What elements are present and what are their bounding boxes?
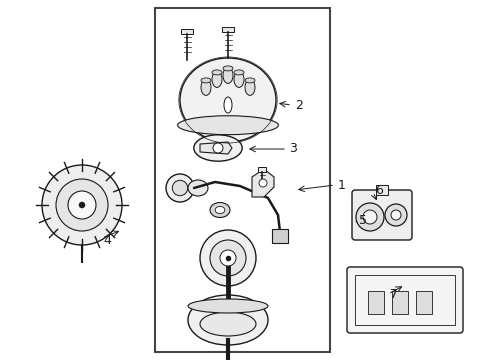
Ellipse shape — [201, 80, 211, 95]
Bar — [392, 291, 408, 314]
Circle shape — [363, 210, 377, 224]
FancyBboxPatch shape — [352, 190, 412, 240]
Ellipse shape — [200, 312, 256, 336]
Bar — [355, 275, 455, 325]
Ellipse shape — [194, 135, 242, 161]
Polygon shape — [252, 169, 274, 197]
Circle shape — [391, 210, 401, 220]
Bar — [416, 291, 432, 314]
Ellipse shape — [201, 78, 211, 83]
Circle shape — [220, 250, 236, 266]
Circle shape — [166, 174, 194, 202]
Circle shape — [213, 143, 223, 153]
Circle shape — [356, 203, 384, 231]
Bar — [258, 167, 266, 172]
Ellipse shape — [177, 116, 278, 135]
Text: 7: 7 — [390, 288, 398, 302]
Ellipse shape — [180, 58, 276, 142]
Circle shape — [259, 179, 267, 187]
Ellipse shape — [223, 66, 233, 71]
Bar — [155, 8, 330, 352]
Polygon shape — [200, 142, 232, 154]
Ellipse shape — [212, 70, 222, 75]
Ellipse shape — [234, 71, 244, 87]
Circle shape — [79, 202, 85, 208]
Circle shape — [42, 165, 122, 245]
Ellipse shape — [245, 78, 255, 83]
Circle shape — [56, 179, 108, 231]
Ellipse shape — [188, 295, 268, 345]
Ellipse shape — [224, 97, 232, 113]
Ellipse shape — [215, 206, 225, 213]
Text: 1: 1 — [338, 179, 346, 192]
Text: 6: 6 — [375, 184, 383, 197]
Bar — [222, 27, 234, 32]
Bar — [181, 29, 193, 34]
Bar — [376, 185, 388, 195]
Text: 5: 5 — [359, 213, 367, 226]
Ellipse shape — [210, 202, 230, 217]
Text: 4: 4 — [103, 234, 111, 247]
FancyBboxPatch shape — [347, 267, 463, 333]
Circle shape — [200, 230, 256, 286]
Ellipse shape — [188, 180, 208, 196]
Circle shape — [385, 204, 407, 226]
Bar — [368, 291, 384, 314]
Text: 2: 2 — [295, 99, 303, 112]
Circle shape — [172, 180, 188, 196]
Ellipse shape — [234, 70, 244, 75]
Bar — [272, 229, 288, 243]
Ellipse shape — [245, 80, 255, 95]
Circle shape — [68, 191, 96, 219]
Ellipse shape — [188, 299, 268, 313]
Ellipse shape — [212, 71, 222, 87]
Ellipse shape — [223, 67, 233, 84]
Text: 3: 3 — [289, 141, 297, 154]
Circle shape — [210, 240, 246, 276]
